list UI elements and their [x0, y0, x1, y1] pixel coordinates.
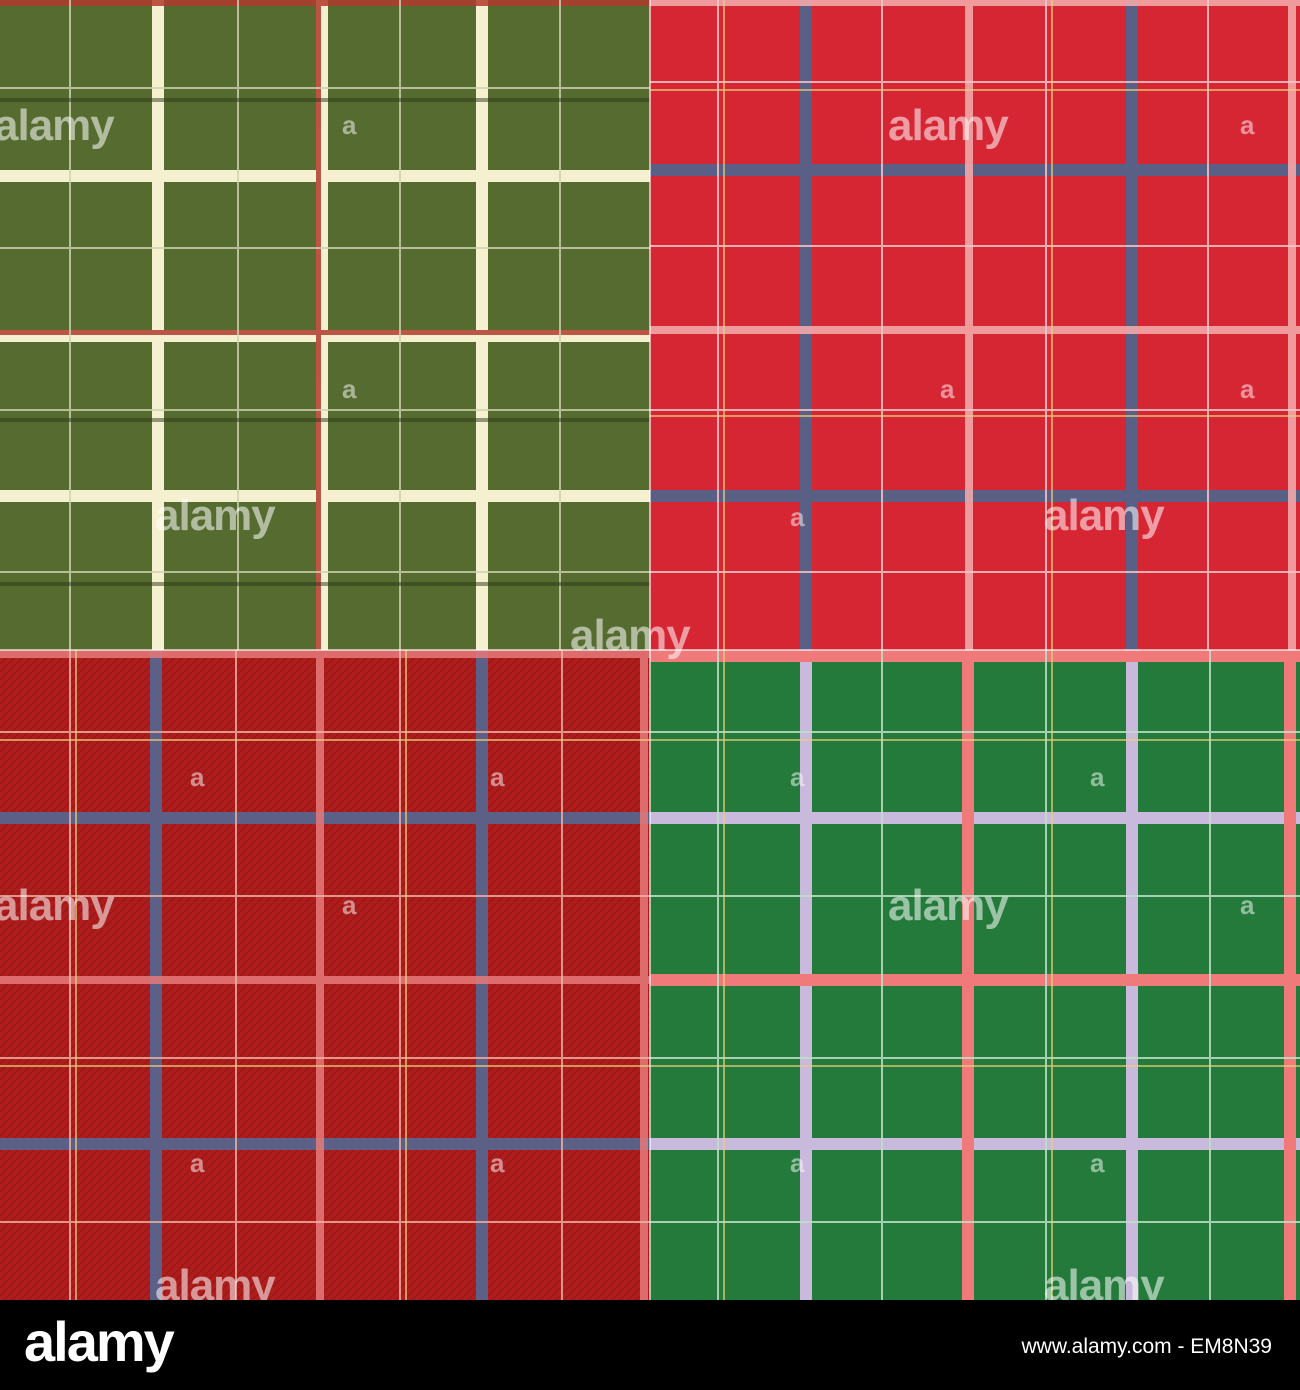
footer-caption: www.alamy.com - EM8N39: [1021, 1335, 1272, 1358]
footer-bar: alamy www.alamy.com - EM8N39: [0, 1300, 1300, 1390]
plaid-panel-dark-red: [0, 650, 650, 1300]
alamy-logo: alamy: [24, 1310, 175, 1373]
tartan-patterns: [0, 0, 1300, 1300]
plaid-panel-green-pink: [650, 650, 1300, 1300]
plaid-panel-bright-red: [650, 0, 1300, 650]
plaid-panel-green-cream: [0, 0, 650, 650]
